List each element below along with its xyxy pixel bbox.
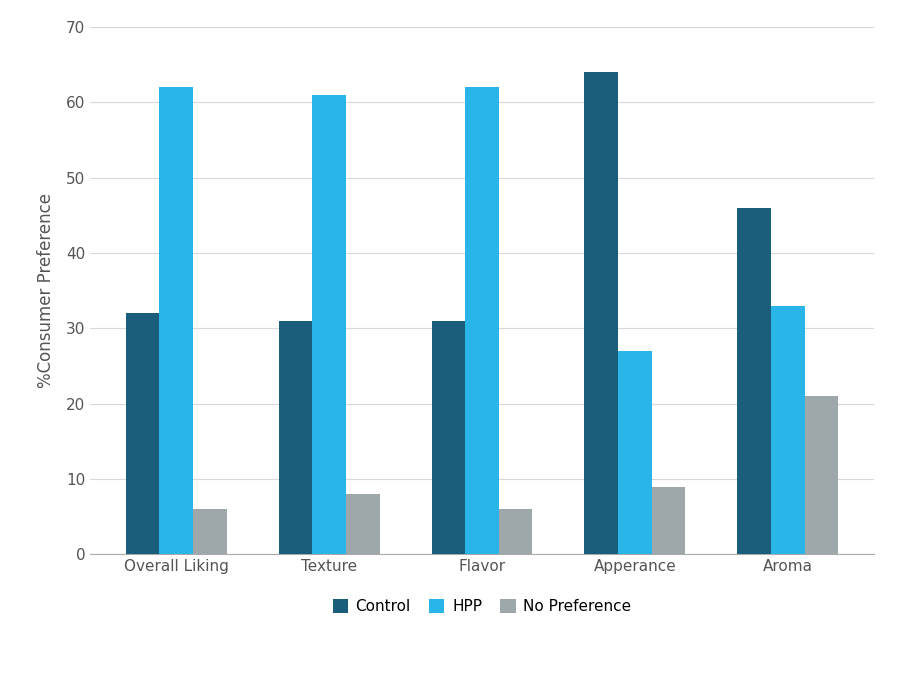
Bar: [651, 487, 686, 554]
Bar: [585, 72, 618, 554]
Bar: [278, 321, 313, 554]
Bar: [313, 95, 346, 554]
Bar: [771, 306, 805, 554]
Bar: [193, 509, 227, 554]
Bar: [432, 321, 465, 554]
Bar: [126, 313, 159, 554]
Bar: [465, 87, 499, 554]
Bar: [618, 351, 651, 554]
Bar: [159, 87, 193, 554]
Y-axis label: %Consumer Preference: %Consumer Preference: [37, 193, 55, 388]
Bar: [346, 494, 379, 554]
Bar: [499, 509, 532, 554]
Bar: [737, 208, 771, 554]
Legend: Control, HPP, No Preference: Control, HPP, No Preference: [326, 594, 638, 621]
Bar: [805, 396, 838, 554]
